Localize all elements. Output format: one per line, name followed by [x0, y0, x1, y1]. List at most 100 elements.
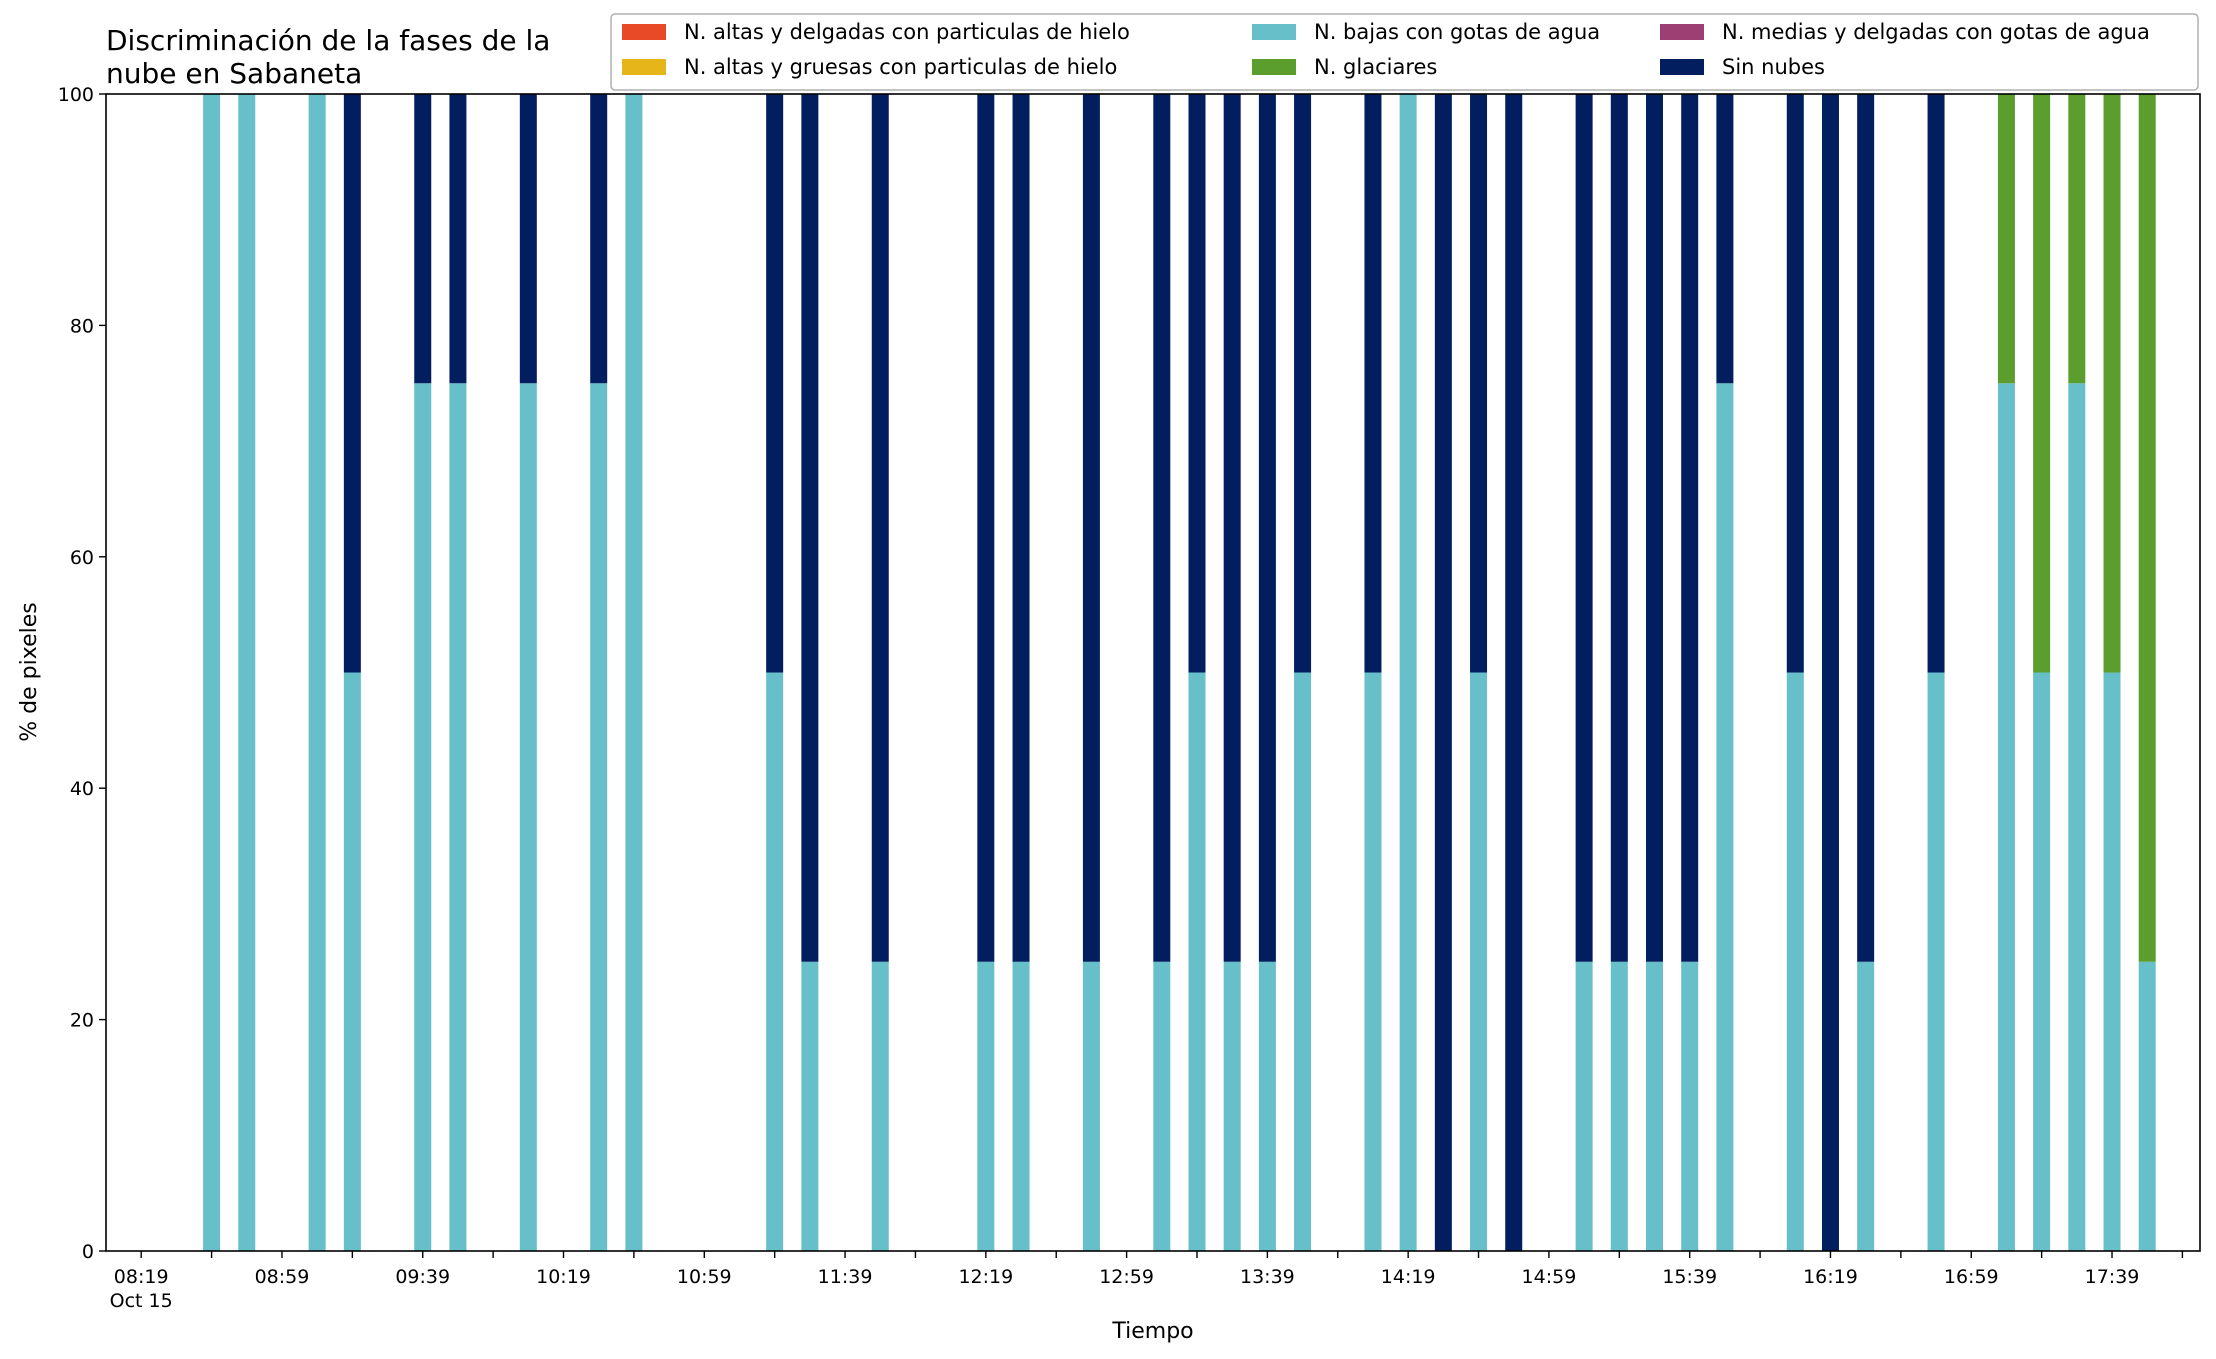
bar-sin-nubes-1619	[1821, 94, 1839, 1251]
bar-layer	[203, 94, 2156, 1251]
bar-n-bajas-con-gotas-de-agua-1349	[1294, 672, 1312, 1251]
bar-n-bajas-con-gotas-de-agua-1039	[625, 94, 643, 1251]
bar-n-bajas-con-gotas-de-agua-1409	[1364, 672, 1382, 1251]
x-tick-label: 14:19	[1381, 1266, 1436, 1288]
bar-sin-nubes-1329	[1223, 94, 1241, 962]
bar-sin-nubes-1449	[1505, 94, 1523, 1251]
y-tick-label: 100	[58, 84, 94, 106]
bar-n-glaciares-1719	[2033, 94, 2051, 673]
x-axis-label: Tiempo	[1111, 1319, 1193, 1344]
y-tick-label: 20	[70, 1010, 94, 1032]
legend-label-n-medias-y-delgadas-con-gotas-de-agua: N. medias y delgadas con gotas de agua	[1722, 20, 2150, 44]
y-tick-label: 60	[70, 547, 94, 569]
bar-n-bajas-con-gotas-de-agua-1509	[1575, 961, 1593, 1251]
x-tick-label: 16:59	[1944, 1266, 1999, 1288]
legend-swatch-n-bajas-con-gotas-de-agua	[1252, 24, 1296, 40]
bar-sin-nubes-1519	[1610, 94, 1628, 962]
x-tick-label: 09:39	[395, 1266, 450, 1288]
bar-n-bajas-con-gotas-de-agua-1609	[1786, 672, 1804, 1251]
bar-n-bajas-con-gotas-de-agua-1549	[1716, 383, 1734, 1251]
plot-frame	[105, 93, 2201, 1252]
y-axis-label: % de pixeles	[17, 602, 42, 741]
bar-sin-nubes-1129	[801, 94, 819, 962]
bar-n-bajas-con-gotas-de-agua-1739	[2103, 672, 2121, 1251]
bar-n-bajas-con-gotas-de-agua-1439	[1470, 672, 1488, 1251]
bar-n-bajas-con-gotas-de-agua-1249	[1082, 961, 1100, 1251]
bar-sin-nubes-1029	[590, 94, 608, 384]
legend-label-sin-nubes: Sin nubes	[1722, 55, 1825, 79]
bar-n-bajas-con-gotas-de-agua-1129	[801, 961, 819, 1251]
bar-n-bajas-con-gotas-de-agua-1719	[2033, 672, 2051, 1251]
legend-swatch-n-glaciares	[1252, 59, 1296, 75]
bar-n-bajas-con-gotas-de-agua-1629	[1857, 961, 1875, 1251]
x-tick-label: 11:39	[818, 1266, 873, 1288]
legend: N. altas y delgadas con particulas de hi…	[610, 13, 2199, 91]
bar-n-bajas-con-gotas-de-agua-1749	[2138, 961, 2156, 1251]
x-tick-label: 16:19	[1803, 1266, 1858, 1288]
bar-sin-nubes-1009	[519, 94, 537, 384]
bar-n-bajas-con-gotas-de-agua-1419	[1399, 94, 1417, 1251]
bar-n-bajas-con-gotas-de-agua-1009	[519, 383, 537, 1251]
bar-n-bajas-con-gotas-de-agua-1649	[1927, 672, 1945, 1251]
bar-n-bajas-con-gotas-de-agua-1309	[1153, 961, 1171, 1251]
y-tick-label: 80	[70, 315, 94, 337]
x-tick-label: 17:39	[2085, 1266, 2140, 1288]
bar-sin-nubes-0939	[414, 94, 432, 384]
bar-n-bajas-con-gotas-de-agua-1709	[1997, 383, 2015, 1251]
x-tick-label: 12:59	[1099, 1266, 1154, 1288]
bar-sin-nubes-1409	[1364, 94, 1382, 673]
bar-n-glaciares-1729	[2068, 94, 2086, 384]
bar-n-bajas-con-gotas-de-agua-0909	[308, 94, 326, 1251]
bar-sin-nubes-1349	[1294, 94, 1312, 673]
bar-sin-nubes-1509	[1575, 94, 1593, 962]
bar-n-bajas-con-gotas-de-agua-0839	[203, 94, 221, 1251]
y-tick-label: 40	[70, 778, 94, 800]
bar-n-bajas-con-gotas-de-agua-1729	[2068, 383, 2086, 1251]
x-tick-label: 13:39	[1240, 1266, 1295, 1288]
bar-sin-nubes-1549	[1716, 94, 1734, 384]
legend-label-n-altas-y-gruesas-con-particulas-de-hielo: N. altas y gruesas con particulas de hie…	[684, 55, 1117, 79]
legend-box	[610, 13, 2199, 91]
legend-swatch-n-medias-y-delgadas-con-gotas-de-agua	[1660, 24, 1704, 40]
bar-n-bajas-con-gotas-de-agua-1529	[1646, 961, 1663, 1251]
bar-sin-nubes-1229	[1012, 94, 1030, 962]
legend-swatch-sin-nubes	[1660, 59, 1704, 75]
bar-sin-nubes-0949	[449, 94, 467, 384]
chart-title-line-1: Discriminación de la fases de la	[106, 24, 550, 57]
bar-sin-nubes-1319	[1188, 94, 1206, 673]
x-tick-label: 08:59	[255, 1266, 310, 1288]
bar-n-glaciares-1749	[2138, 94, 2156, 962]
legend-swatch-n-altas-y-gruesas-con-particulas-de-hielo	[622, 59, 666, 75]
bar-sin-nubes-1149	[871, 94, 889, 962]
y-tick-label: 0	[82, 1241, 94, 1263]
bar-sin-nubes-1439	[1470, 94, 1488, 673]
bar-n-glaciares-1739	[2103, 94, 2121, 673]
bar-n-bajas-con-gotas-de-agua-0949	[449, 383, 467, 1251]
bar-n-bajas-con-gotas-de-agua-0849	[238, 94, 256, 1251]
legend-label-n-glaciares: N. glaciares	[1314, 55, 1437, 79]
x-tick-label: 10:19	[536, 1266, 591, 1288]
bar-sin-nubes-1249	[1082, 94, 1100, 962]
x-tick-label: 10:59	[677, 1266, 732, 1288]
bar-n-bajas-con-gotas-de-agua-1519	[1610, 961, 1628, 1251]
bar-n-bajas-con-gotas-de-agua-1319	[1188, 672, 1206, 1251]
x-tick-label: 15:39	[1662, 1266, 1717, 1288]
y-axis: 0 20 40 60 80 100	[58, 84, 106, 1263]
bar-sin-nubes-1339	[1258, 94, 1276, 962]
bar-sin-nubes-1529	[1646, 94, 1663, 962]
bar-sin-nubes-1539	[1681, 94, 1699, 962]
bar-n-bajas-con-gotas-de-agua-1029	[590, 383, 608, 1251]
legend-label-n-altas-y-delgadas-con-particulas-de-hielo: N. altas y delgadas con particulas de hi…	[684, 20, 1130, 44]
bar-sin-nubes-1219	[977, 94, 995, 962]
x-tick-label: 12:19	[958, 1266, 1013, 1288]
legend-swatch-n-altas-y-delgadas-con-particulas-de-hielo	[622, 24, 666, 40]
bar-sin-nubes-1609	[1786, 94, 1804, 673]
bar-sin-nubes-1629	[1857, 94, 1875, 962]
bar-n-bajas-con-gotas-de-agua-1219	[977, 961, 995, 1251]
bar-n-bajas-con-gotas-de-agua-1149	[871, 961, 889, 1251]
bar-n-bajas-con-gotas-de-agua-1329	[1223, 961, 1241, 1251]
bar-n-bajas-con-gotas-de-agua-1539	[1681, 961, 1699, 1251]
